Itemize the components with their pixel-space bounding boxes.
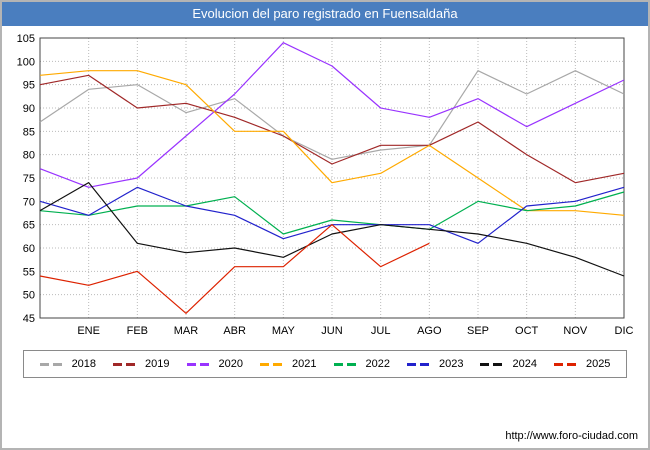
y-tick-label: 100	[17, 56, 35, 68]
legend-label-2019: 2019	[145, 358, 170, 370]
y-tick-label: 65	[23, 220, 35, 232]
legend-label-2023: 2023	[438, 358, 464, 370]
legend-swatch-2024	[480, 362, 507, 366]
y-tick-label: 80	[23, 150, 35, 162]
y-tick-label: 95	[23, 80, 35, 92]
legend-item-2025: 2025	[553, 358, 611, 370]
legend-swatch-2018	[39, 362, 66, 366]
y-tick-label: 85	[23, 126, 35, 138]
y-tick-label: 50	[23, 290, 35, 302]
legend-swatch-2021	[260, 362, 287, 366]
legend-item-2020: 2020	[186, 358, 244, 370]
series-line-2022	[39, 191, 625, 235]
x-tick-label: SEP	[467, 325, 489, 337]
x-tick-label: AGO	[417, 325, 442, 337]
legend-item-2022: 2022	[333, 358, 390, 370]
legend-item-2023: 2023	[406, 358, 464, 370]
x-tick-label: MAR	[174, 325, 199, 337]
legend-label-2024: 2024	[512, 358, 537, 370]
y-tick-label: 70	[23, 196, 35, 208]
legend-swatch-2023	[406, 362, 433, 366]
y-tick-label: 75	[23, 173, 35, 185]
legend-label-2020: 2020	[218, 358, 244, 370]
legend-swatch-2022	[333, 362, 360, 366]
legend-swatch-2019	[113, 362, 140, 366]
x-tick-label: ABR	[223, 325, 246, 337]
legend-label-2021: 2021	[292, 358, 317, 370]
legend-label-2025: 2025	[585, 358, 611, 370]
title-bar: Evolucion del paro registrado en Fuensal…	[2, 2, 648, 26]
legend-item-2019: 2019	[113, 358, 170, 370]
x-tick-label: JUN	[321, 325, 342, 337]
series-line-2020	[39, 42, 625, 188]
chart-svg: 45 50 55 60 65 70 75 80 85 90 95 100 105 ENE FEB MAR ABR…	[17, 33, 634, 337]
legend-label-2022: 2022	[365, 358, 390, 370]
x-tick-label: MAY	[272, 325, 296, 337]
legend-swatch-2025	[553, 362, 580, 366]
x-tick-label: FEB	[127, 325, 148, 337]
chart-legend: 2018 2019 2020 2021 2022 2023 2024 2025	[22, 350, 628, 378]
legend-swatch-2020	[186, 362, 213, 366]
y-tick-label: 105	[17, 33, 35, 45]
x-tick-label: DIC	[615, 325, 634, 337]
legend-item-2024: 2024	[480, 358, 537, 370]
y-tick-label: 60	[23, 243, 35, 255]
legend-item-2021: 2021	[260, 358, 317, 370]
plot-frame	[39, 37, 625, 319]
series-line-2019	[39, 74, 625, 184]
footer-url[interactable]: http://www.foro-ciudad.com	[505, 430, 638, 442]
footer: http://www.foro-ciudad.com	[2, 430, 648, 448]
legend-label-2018: 2018	[71, 358, 97, 370]
chart-area: 45 50 55 60 65 70 75 80 85 90 95 100 105 ENE FEB MAR ABR…	[2, 26, 648, 346]
x-tick-label: OCT	[515, 325, 539, 337]
series-line-2025	[39, 224, 430, 314]
legend-item-2018: 2018	[39, 358, 97, 370]
y-tick-label: 55	[23, 266, 35, 278]
y-tick-label: 90	[23, 103, 35, 115]
x-tick-label: NOV	[563, 325, 588, 337]
y-tick-label: 45	[23, 313, 35, 325]
page-title: Evolucion del paro registrado en Fuensal…	[192, 6, 458, 21]
x-tick-label: ENE	[77, 325, 100, 337]
series-line-2024	[39, 182, 625, 277]
series-line-2018	[39, 70, 625, 160]
x-tick-label: JUL	[371, 325, 391, 337]
